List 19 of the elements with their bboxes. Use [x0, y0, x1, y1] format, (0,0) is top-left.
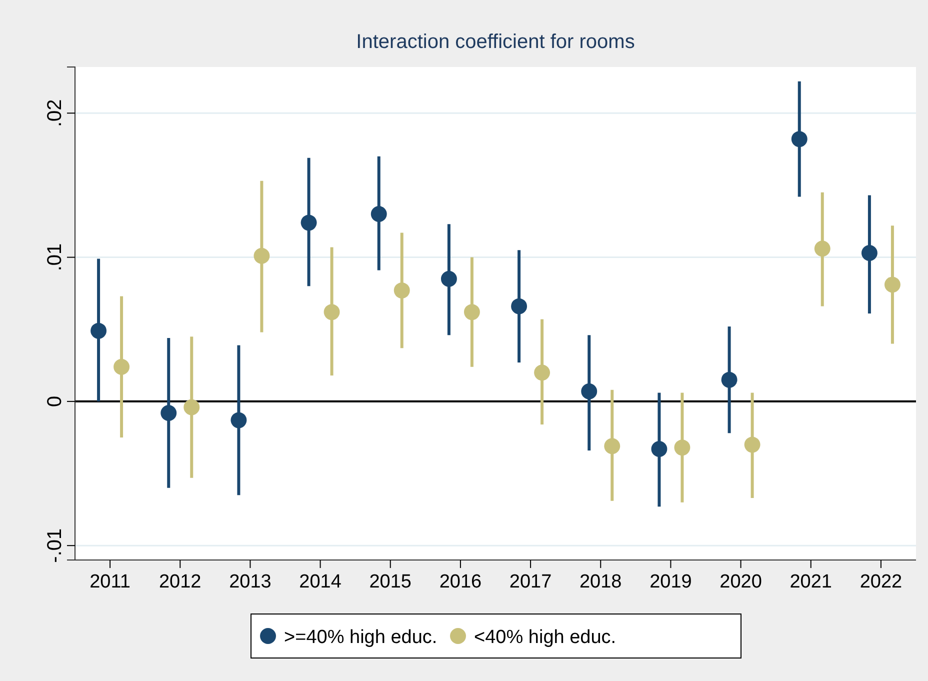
x-tick-label: 2020: [720, 571, 762, 592]
chart-title: Interaction coefficient for rooms: [356, 31, 635, 53]
x-tick-label: 2021: [790, 571, 832, 592]
x-tick-label: 2014: [299, 571, 342, 592]
x-tick-label: 2012: [158, 571, 202, 592]
y-tick-label: -.01: [44, 528, 66, 563]
x-tick-label: 2016: [439, 571, 482, 592]
x-tick-label: 2018: [579, 571, 622, 592]
y-tick-label: 0: [44, 396, 66, 407]
x-tick-label: 2013: [229, 571, 272, 592]
x-tick-label: 2015: [369, 571, 412, 592]
x-tick-label: 2019: [650, 571, 692, 592]
x-tick-label: 2011: [90, 571, 130, 592]
legend-label: <40% high educ.: [474, 627, 616, 648]
x-tick-label: 2017: [509, 571, 552, 592]
y-tick-label: .01: [44, 243, 66, 272]
x-tick-label: 2022: [860, 571, 902, 592]
y-tick-label: .02: [44, 99, 66, 128]
legend-label: >=40% high educ.: [284, 627, 438, 648]
